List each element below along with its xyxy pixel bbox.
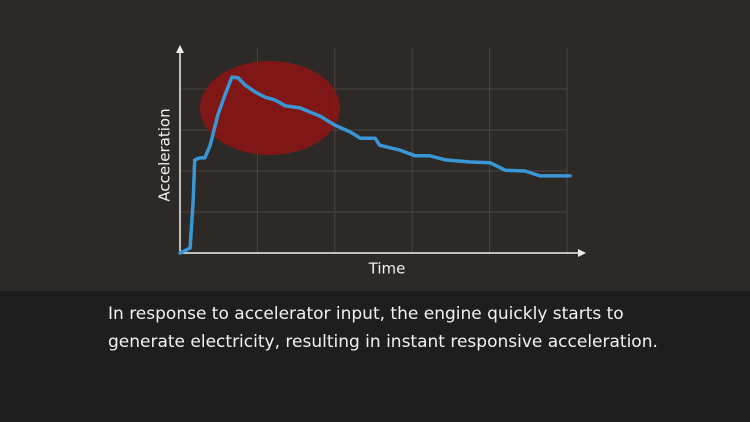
caption-line: In response to accelerator input, the en… <box>108 304 624 324</box>
x-arrow <box>578 249 586 257</box>
caption-line: generate electricity, resulting in insta… <box>108 332 658 352</box>
background <box>0 0 750 291</box>
y-arrow <box>176 45 184 53</box>
data-line <box>178 75 572 255</box>
x-axis-label: Time <box>368 260 406 278</box>
highlight <box>200 61 340 155</box>
caption-band <box>0 291 750 422</box>
y-axis-label: Acceleration <box>156 108 174 201</box>
